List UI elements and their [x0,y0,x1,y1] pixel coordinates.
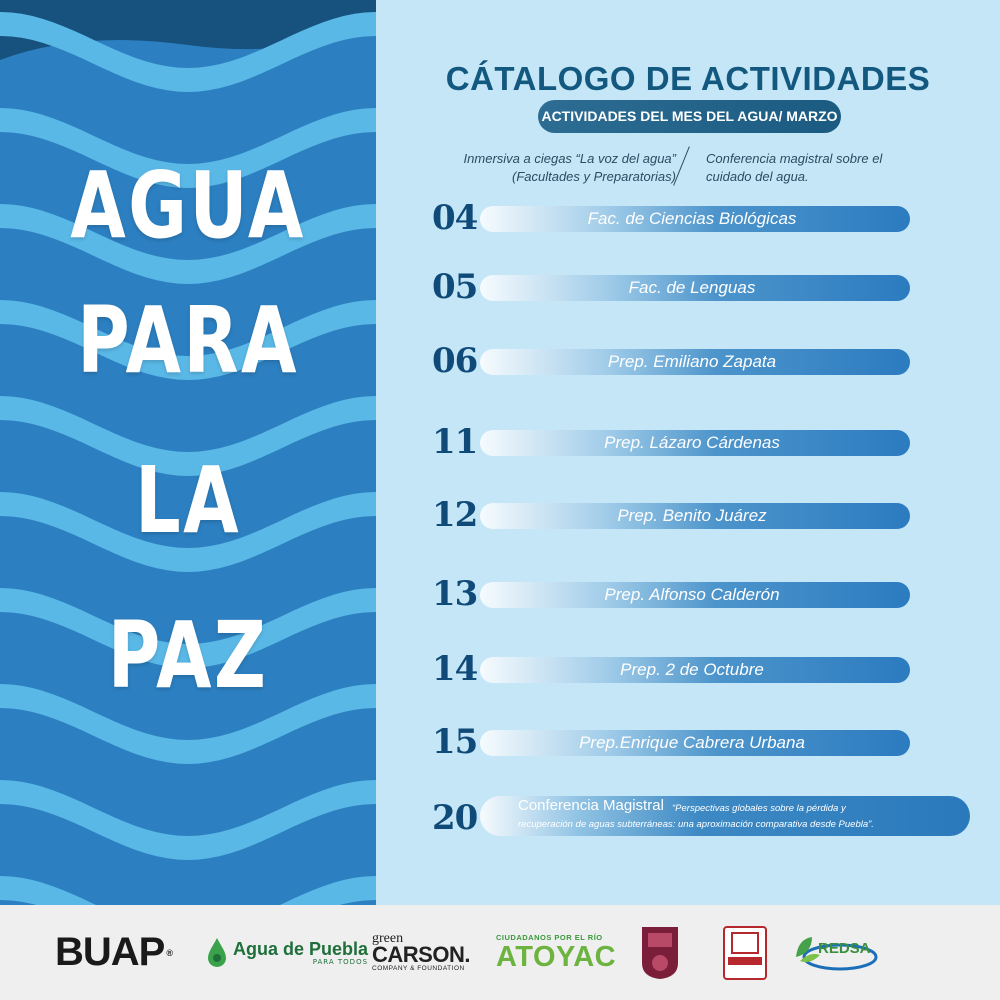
activity-row: 13 Prep. Alfonso Calderón [432,574,912,614]
droplet-icon [208,937,226,967]
wave-band [0,396,376,476]
wave-panel: AGUA PARA LA PAZ [0,0,376,905]
activity-pill [480,582,910,608]
buap-registered-mark: ® [166,947,173,958]
activity-day: 15 [432,722,478,762]
activity-label: Fac. de Lenguas [628,278,756,297]
activity-label: Prep. 2 de Octubre [620,660,764,679]
catalog-title: CÁTALOGO DE ACTIVIDADES [445,60,931,97]
activity-row: 11 Prep. Lázaro Cárdenas [432,422,912,462]
activity-pill [480,349,910,375]
activity-day: 14 [432,649,478,689]
wave-band [0,732,376,812]
wave-band [0,636,376,716]
hero-line-4: PAZ [107,602,269,709]
atoyac-logo: CIUDADANOS POR EL RÍO ATOYAC [496,925,616,980]
activity-row: 06 Prep. Emiliano Zapata [432,341,912,381]
conference-pill [480,796,970,836]
agua-de-puebla-sub: PARA TODOS [312,957,369,966]
wave-band [0,876,376,905]
wave-band [0,12,376,92]
activity-row: 15 Prep.Enrique Cabrera Urbana [432,722,912,762]
intro-immersive: Inmersiva a ciegas “La voz del agua” (Fa… [436,150,676,186]
activity-pill [480,275,910,301]
activity-day: 06 [432,341,478,381]
activity-label: Prep. Emiliano Zapata [607,352,777,371]
ipn-shield-icon [642,926,678,979]
wave-band [0,492,376,572]
carson-name-text: CARSON. [372,942,470,967]
intro-conference: Conferencia magistral sobre el cuidado d… [706,150,936,186]
activity-pill [480,206,910,232]
wave-band [0,780,376,860]
activity-day: 13 [432,574,478,614]
agua-de-puebla-logo: Agua de Puebla PARA TODOS [205,925,368,980]
wave-band [0,156,376,236]
ipn-logo [640,925,680,980]
activity-label: Prep. Alfonso Calderón [604,585,780,604]
activity-day: 05 [432,267,478,307]
wave-band [0,588,376,668]
intro-immersive-line-2: (Facultades y Preparatorias) [511,169,676,184]
activity-pill [480,657,910,683]
conference-quote-line-2: recuperación de aguas subterráneas: una … [518,819,874,830]
sponsor-footer: BUAP ® Agua de Puebla PARA TODOS green CA… [0,905,1000,1000]
activity-day: 12 [432,495,478,535]
catalog-subtitle: ACTIVIDADES DEL MES DEL AGUA/ MARZO [538,100,841,133]
activity-day: 11 [432,422,478,462]
intro-conference-line-1: Conferencia magistral sobre el [706,151,883,166]
wave-band [0,828,376,905]
activity-pill [480,430,910,456]
wave-band [0,444,376,524]
anuies-logo [722,925,768,980]
wave-band [0,348,376,428]
anuies-emblem-icon [723,925,767,980]
activity-row: 14 Prep. 2 de Octubre [432,649,912,689]
wave-background [0,0,376,905]
wave-band [0,204,376,284]
activity-label: Prep. Benito Juárez [617,506,767,525]
hero-line-3: LA [135,447,241,554]
wave-band [0,684,376,764]
activity-label: Fac. de Ciencias Biológicas [587,209,797,228]
conference-day: 20 [432,798,478,838]
green-carson-logo: green CARSON. COMPANY & FOUNDATION [372,925,470,980]
wave-band [0,60,376,140]
redsa-logo: REDSA [790,925,880,980]
activity-row: 05 Fac. de Lenguas [432,267,912,307]
hero-line-2: PARA [77,287,299,394]
activity-label: Prep.Enrique Cabrera Urbana [579,733,805,752]
wave-band [0,108,376,188]
agua-de-puebla-text: Agua de Puebla [233,938,369,959]
activity-row: 04 Fac. de Ciencias Biológicas [432,198,912,238]
conference-title: Conferencia Magistral [518,797,664,814]
buap-text: BUAP [55,930,165,974]
activity-pill [480,730,910,756]
buap-logo: BUAP ® [55,925,173,980]
conference-quote-line-1: “Perspectivas globales sobre la pérdida … [672,803,846,814]
carson-green-text: green [372,931,404,946]
atoyac-name-text: ATOYAC [496,941,617,973]
redsa-leaf-icon: REDSA [796,936,878,970]
wave-band [0,540,376,620]
wave-band [0,252,376,332]
atoyac-top-text: CIUDADANOS POR EL RÍO [496,933,603,942]
activity-label: Prep. Lázaro Cárdenas [604,433,780,452]
carson-sub-text: COMPANY & FOUNDATION [372,965,465,972]
intro-immersive-line-1: Inmersiva a ciegas “La voz del agua” [463,151,676,166]
conference-row: 20 Conferencia Magistral “Perspectivas g… [432,796,970,840]
hero-line-1: AGUA [70,152,306,259]
activity-row: 12 Prep. Benito Juárez [432,495,912,535]
activity-pill [480,503,910,529]
redsa-text: REDSA [818,940,871,957]
catalog-panel: CÁTALOGO DE ACTIVIDADES ACTIVIDADES DEL … [376,0,1000,905]
wave-band [0,300,376,380]
intro-conference-line-2: cuidado del agua. [706,169,809,184]
activity-day: 04 [432,198,478,238]
